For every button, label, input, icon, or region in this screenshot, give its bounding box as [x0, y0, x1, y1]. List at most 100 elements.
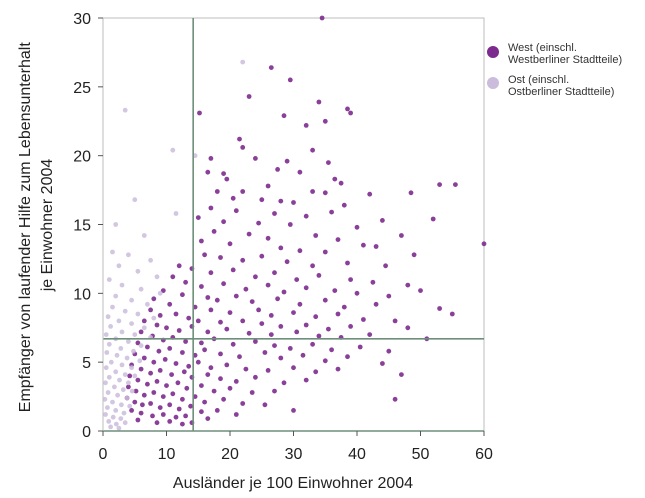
ost-point — [106, 419, 112, 424]
west-point — [138, 366, 144, 372]
west-point — [341, 202, 347, 208]
west-point — [183, 279, 189, 285]
ost-point — [108, 424, 113, 430]
west-point — [297, 301, 303, 307]
west-point — [221, 171, 227, 177]
west-point — [303, 123, 309, 128]
west-point — [221, 219, 227, 225]
ost-point — [113, 421, 119, 427]
west-point — [240, 145, 246, 150]
ost-point — [129, 297, 135, 303]
ost-point — [122, 372, 128, 377]
west-point — [135, 417, 141, 423]
west-point — [303, 285, 309, 291]
west-point — [246, 231, 252, 237]
west-point — [127, 373, 133, 379]
west-point — [316, 333, 322, 339]
west-point — [169, 372, 175, 377]
west-point — [195, 318, 201, 324]
west-point — [348, 277, 353, 282]
ost-point — [116, 263, 122, 269]
x-tick-label: 20 — [221, 446, 239, 463]
west-point — [329, 209, 334, 215]
west-point — [173, 361, 179, 366]
ost-point — [118, 416, 124, 421]
west-point — [386, 293, 392, 299]
west-point — [278, 355, 284, 361]
west-point — [199, 238, 204, 244]
west-point — [199, 383, 204, 388]
west-point — [335, 366, 341, 372]
ost-point — [154, 274, 160, 280]
west-point — [240, 257, 246, 263]
west-point — [170, 391, 176, 397]
west-point — [148, 307, 154, 313]
west-point — [145, 381, 150, 387]
ost-point — [110, 414, 116, 420]
ost-point — [170, 147, 176, 153]
west-point — [370, 279, 376, 285]
west-point — [287, 222, 293, 227]
west-point — [335, 311, 341, 317]
west-point — [259, 197, 265, 203]
west-point — [141, 392, 147, 398]
west-point — [268, 313, 274, 318]
west-point — [300, 352, 306, 358]
west-point — [167, 346, 173, 351]
ost-point — [118, 346, 124, 351]
west-point — [319, 15, 325, 21]
ost-point — [127, 403, 133, 409]
west-point — [405, 325, 411, 331]
x-axis-title: Ausländer je 100 Einwohner 2004 — [173, 475, 413, 492]
west-point — [154, 322, 160, 328]
west-point — [253, 374, 258, 380]
west-point — [237, 354, 242, 360]
ost-point — [125, 339, 131, 344]
west-point — [310, 341, 315, 347]
west-point — [284, 259, 290, 265]
ost-point — [129, 321, 135, 326]
west-point — [202, 347, 208, 353]
x-tick-label: 10 — [158, 446, 176, 463]
west-point — [310, 147, 315, 153]
west-point — [392, 396, 398, 402]
west-point — [173, 311, 179, 317]
west-point — [281, 289, 287, 295]
west-point — [227, 385, 233, 391]
west-point — [208, 205, 214, 211]
west-point — [233, 293, 239, 299]
ost-point — [119, 282, 125, 288]
west-point — [133, 388, 139, 394]
west-point — [268, 65, 274, 70]
west-point — [160, 412, 166, 417]
ost-point — [135, 311, 141, 317]
west-point — [240, 401, 246, 406]
ost-point — [113, 222, 119, 227]
west-point — [125, 384, 131, 390]
west-point — [170, 274, 176, 280]
ost-point — [110, 249, 115, 255]
west-point — [291, 310, 296, 315]
west-point — [354, 224, 360, 230]
west-point — [310, 189, 315, 194]
ost-point — [129, 365, 135, 371]
west-point — [284, 158, 290, 164]
west-point — [367, 191, 373, 197]
west-point — [214, 189, 220, 194]
west-point — [157, 368, 163, 373]
west-point — [338, 180, 344, 186]
west-point — [162, 357, 168, 362]
west-point — [205, 169, 211, 175]
west-point — [164, 383, 169, 388]
ost-point — [102, 396, 108, 402]
west-point — [322, 249, 328, 255]
west-point — [345, 106, 350, 112]
y-tick-label: 5 — [82, 355, 91, 372]
west-point — [167, 301, 173, 307]
west-point — [386, 348, 392, 354]
ost-point — [119, 402, 124, 408]
ost-point — [110, 304, 115, 310]
legend: West (einschl. Westberliner Stadtteile) … — [487, 42, 622, 98]
west-point — [181, 369, 187, 375]
